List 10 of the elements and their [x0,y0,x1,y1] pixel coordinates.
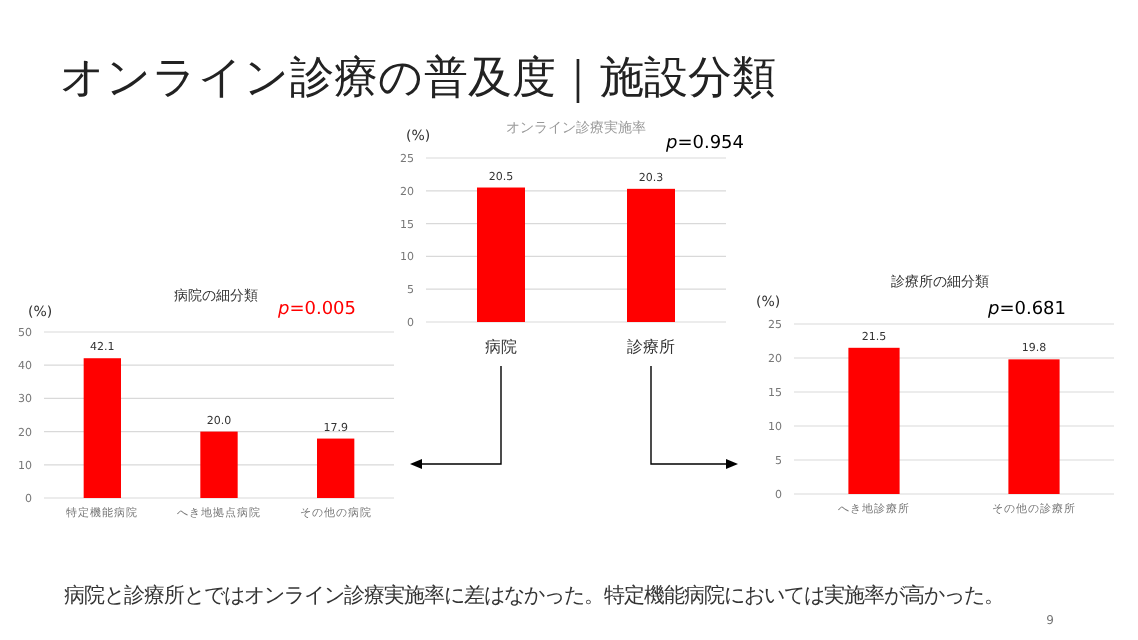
text: オンライン診療の普及度｜施設分類 [60,54,776,104]
text: 病院と診療所とではオンライン診療実施率に差はなかった。特定機能病院においては実施率が高かった。 [64,584,1004,608]
x-tick-label: 診療所 [627,338,675,356]
bar [200,431,238,498]
x-tick-label: 病院 [485,338,517,356]
text: p=0.681 [985,300,1066,320]
bar [317,438,355,498]
text: p=0.954 [663,134,745,154]
text: p=0.005 [275,300,356,320]
bar [83,358,121,498]
